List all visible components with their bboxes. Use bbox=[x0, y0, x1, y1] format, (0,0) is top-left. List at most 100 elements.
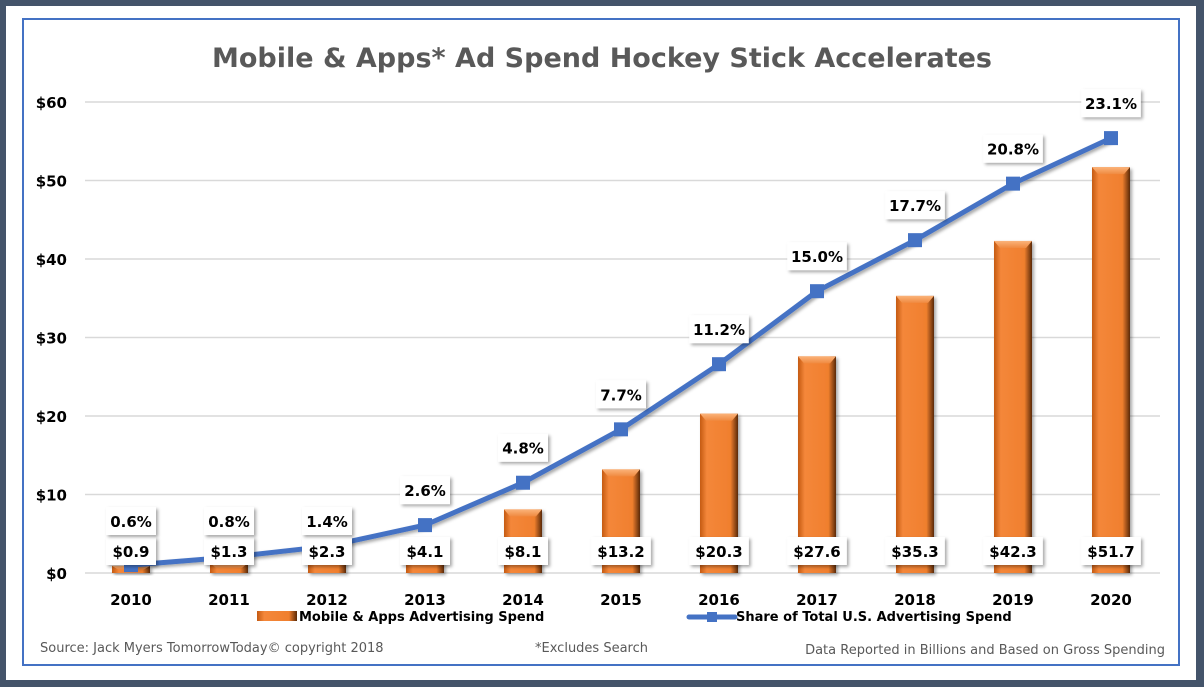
bar-data-label-box bbox=[983, 537, 1043, 565]
line-data-label-box bbox=[787, 242, 847, 271]
bar-body bbox=[994, 240, 1032, 573]
bar-data-label: $20.3 bbox=[689, 537, 749, 565]
y-tick-label: $30 bbox=[36, 330, 67, 348]
bar-data-label: $0.9 bbox=[106, 537, 156, 565]
bar bbox=[994, 240, 1032, 573]
line-data-label-box bbox=[689, 315, 749, 344]
line-data-label-box bbox=[1081, 89, 1141, 118]
bar-data-label: $8.1 bbox=[498, 537, 548, 565]
bar-data-label-text: $42.3 bbox=[989, 543, 1036, 561]
bar-data-label-text: $8.1 bbox=[504, 543, 541, 561]
bar-data-label: $42.3 bbox=[983, 537, 1043, 565]
bar-data-label: $1.3 bbox=[204, 537, 254, 565]
line-marker bbox=[810, 284, 824, 299]
x-tick-label: 2018 bbox=[894, 591, 936, 609]
line-marker bbox=[1104, 131, 1118, 146]
bar-data-label-box bbox=[400, 537, 450, 565]
line-data-label: 23.1% bbox=[1081, 89, 1141, 118]
x-tick-label: 2020 bbox=[1090, 591, 1132, 609]
bar bbox=[798, 356, 836, 573]
bar-body bbox=[1092, 167, 1130, 573]
bar-bevel bbox=[1092, 167, 1130, 175]
bar-bevel bbox=[700, 413, 738, 421]
bar-bevel bbox=[994, 240, 1032, 248]
line-data-label: 0.8% bbox=[204, 507, 254, 535]
line-data-label-text: 23.1% bbox=[1085, 95, 1137, 113]
bar-data-label-box bbox=[498, 537, 548, 565]
x-tick-label: 2017 bbox=[796, 591, 838, 609]
bar-data-label-text: $1.3 bbox=[210, 543, 247, 561]
x-tick-label: 2010 bbox=[110, 591, 152, 609]
line-data-label: 2.6% bbox=[400, 476, 450, 505]
line-marker bbox=[516, 475, 530, 490]
line-data-label-box bbox=[302, 507, 352, 535]
line-data-label: 20.8% bbox=[983, 134, 1043, 163]
bar-body bbox=[896, 295, 934, 573]
bar-data-label: $2.3 bbox=[302, 537, 352, 565]
bar-data-label-text: $27.6 bbox=[793, 543, 840, 561]
x-tick-label: 2011 bbox=[208, 591, 250, 609]
line-data-label-box bbox=[983, 134, 1043, 163]
bar-data-label-text: $13.2 bbox=[597, 543, 644, 561]
bar-data-label-text: $2.3 bbox=[308, 543, 345, 561]
legend-swatch-bars bbox=[257, 611, 297, 621]
bar-data-label-box bbox=[204, 537, 254, 565]
units-note: Data Reported in Billions and Based on G… bbox=[805, 643, 1165, 658]
chart-title: Mobile & Apps* Ad Spend Hockey Stick Acc… bbox=[212, 43, 992, 74]
bar-data-label-box bbox=[302, 537, 352, 565]
bar-data-label: $4.1 bbox=[400, 537, 450, 565]
line-data-label: 17.7% bbox=[885, 191, 945, 220]
bar-data-label: $51.7 bbox=[1081, 537, 1141, 565]
line-data-label-text: 7.7% bbox=[600, 386, 642, 404]
bar-data-label-box bbox=[689, 537, 749, 565]
y-tick-label: $20 bbox=[36, 408, 67, 426]
bar-bevel bbox=[798, 356, 836, 364]
line-data-label: 1.4% bbox=[302, 507, 352, 535]
bar-data-label-text: $20.3 bbox=[695, 543, 742, 561]
line-data-label-text: 17.7% bbox=[889, 197, 941, 215]
x-tick-label: 2019 bbox=[992, 591, 1034, 609]
y-tick-label: $0 bbox=[46, 565, 67, 583]
y-tick-label: $60 bbox=[36, 94, 67, 112]
bar-body bbox=[798, 356, 836, 573]
line-data-label-box bbox=[204, 507, 254, 535]
legend-label-line: Share of Total U.S. Advertising Spend bbox=[736, 610, 1012, 625]
y-tick-label: $50 bbox=[36, 173, 67, 191]
line-data-label-text: 15.0% bbox=[791, 248, 843, 266]
x-tick-label: 2012 bbox=[306, 591, 348, 609]
line-data-label-text: 20.8% bbox=[987, 141, 1039, 159]
bar-data-label: $13.2 bbox=[591, 537, 651, 565]
line-data-label-box bbox=[106, 507, 156, 535]
bar-data-label: $27.6 bbox=[787, 537, 847, 565]
line-data-label: 4.8% bbox=[498, 433, 548, 462]
bar-bevel bbox=[602, 469, 640, 477]
legend-marker-line bbox=[707, 612, 717, 622]
line-data-label-text: 11.2% bbox=[693, 321, 745, 339]
line-marker bbox=[908, 233, 922, 248]
line-marker bbox=[418, 518, 432, 533]
line-data-label: 0.6% bbox=[106, 507, 156, 535]
x-tick-label: 2013 bbox=[404, 591, 446, 609]
bar-data-label-text: $35.3 bbox=[891, 543, 938, 561]
source-note: Source: Jack Myers TomorrowToday© copyri… bbox=[40, 641, 384, 656]
bar bbox=[1092, 167, 1130, 573]
bar-bevel bbox=[896, 295, 934, 303]
line-data-label: 15.0% bbox=[787, 242, 847, 271]
line-data-label-text: 4.8% bbox=[502, 440, 544, 458]
line-data-label: 7.7% bbox=[596, 380, 646, 409]
line-data-label-text: 1.4% bbox=[306, 513, 348, 531]
line-data-label-text: 2.6% bbox=[404, 482, 446, 500]
bar-data-label: $35.3 bbox=[885, 537, 945, 565]
x-tick-label: 2015 bbox=[600, 591, 642, 609]
line-data-label-text: 0.6% bbox=[110, 513, 152, 531]
y-tick-label: $10 bbox=[36, 487, 67, 505]
legend-label-bars: Mobile & Apps Advertising Spend bbox=[299, 610, 544, 625]
line-marker bbox=[614, 422, 628, 437]
line-data-label-box bbox=[400, 476, 450, 505]
line-data-label: 11.2% bbox=[689, 315, 749, 344]
line-marker bbox=[1006, 176, 1020, 191]
bar-data-label-box bbox=[106, 537, 156, 565]
x-tick-label: 2016 bbox=[698, 591, 740, 609]
line-data-label-box bbox=[885, 191, 945, 220]
